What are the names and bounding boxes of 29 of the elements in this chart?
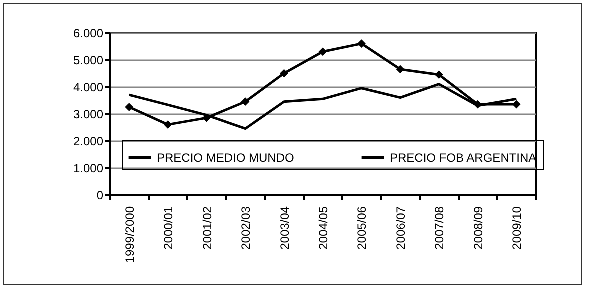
x-tick-label: 2006/07 <box>394 206 408 250</box>
point <box>396 65 405 74</box>
point <box>280 69 288 78</box>
y-tick-label: 6.000 <box>73 26 104 40</box>
y-tick-label: 4.000 <box>73 80 104 94</box>
x-tick-label: 2004/05 <box>316 206 330 250</box>
y-tick-label: 1.000 <box>73 162 104 176</box>
x-tick-label: 1999/2000 <box>122 206 137 264</box>
legend-label: PRECIO FOB ARGENTINA <box>390 151 537 165</box>
legend-label: PRECIO MEDIO MUNDO <box>157 151 294 165</box>
point <box>125 103 134 112</box>
point <box>164 120 172 129</box>
x-tick-label: 2003/04 <box>278 206 292 250</box>
x-tick-label: 2008/09 <box>471 206 486 250</box>
point <box>358 40 366 48</box>
x-tick-label: 2002/03 <box>239 206 254 250</box>
point <box>318 48 328 56</box>
x-tick-label: 2009/10 <box>510 206 524 250</box>
y-tick-label: 2.000 <box>73 134 104 148</box>
point <box>202 114 211 122</box>
point <box>241 98 250 106</box>
x-tick-label: 2005/06 <box>355 206 370 250</box>
point <box>435 70 444 80</box>
x-tick-label: 2001/02 <box>200 206 214 250</box>
y-tick-label: 5.000 <box>73 54 104 68</box>
x-tick-label: 2007/08 <box>432 206 447 250</box>
y-tick-label: 3.000 <box>73 108 104 122</box>
x-tick-label: 2000/01 <box>162 206 176 250</box>
y-tick-label: 0 <box>96 188 104 202</box>
